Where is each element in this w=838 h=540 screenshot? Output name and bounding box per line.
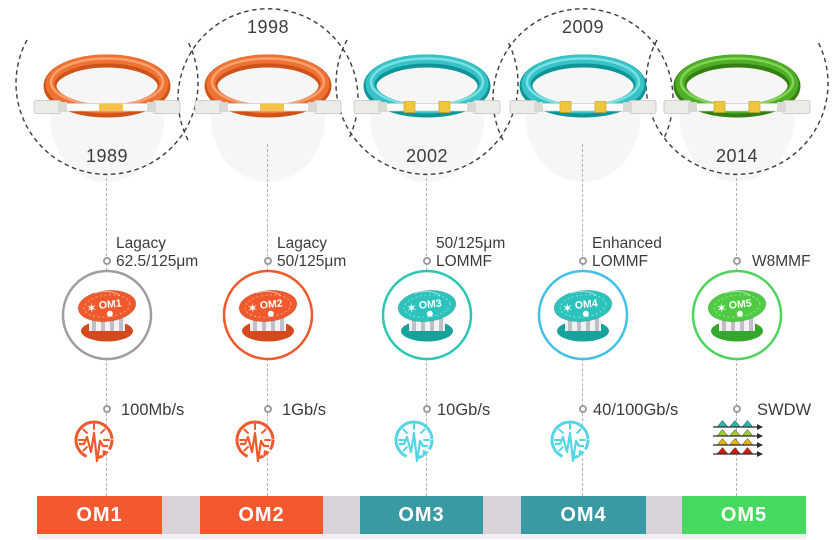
spool-label: OM3 xyxy=(418,297,442,311)
bar-segment-om2: OM2 xyxy=(200,496,323,534)
year-label-om1: 1989 xyxy=(85,146,129,166)
cable-image-om3 xyxy=(353,54,501,118)
swdm-row-2 xyxy=(713,429,763,439)
node-dot xyxy=(103,405,111,413)
node-dot xyxy=(579,405,587,413)
background-blobs xyxy=(50,54,794,182)
year-label-om3: 2002 xyxy=(405,146,449,166)
star-icon: ✶ xyxy=(246,301,258,317)
cable-image-om5 xyxy=(663,54,811,118)
spool-label: OM2 xyxy=(259,297,283,311)
speed-label-om5: SWDW xyxy=(757,401,812,419)
spec-label-om5: W8MMF xyxy=(752,253,811,270)
spec-label-om1-line1: Lagacy xyxy=(116,235,166,252)
speedometer-icon-om4 xyxy=(550,420,590,463)
bar-segment-om4: OM4 xyxy=(521,496,646,534)
swdm-waves-icon xyxy=(713,420,763,457)
timeline-top-band xyxy=(15,8,829,182)
bar-segment-label: OM3 xyxy=(398,503,445,526)
speedometer-icon-om2 xyxy=(235,420,275,463)
node-dot xyxy=(264,257,272,265)
bar-segment-label: OM2 xyxy=(238,503,285,526)
bar-segment-om1: OM1 xyxy=(37,496,162,534)
bar-segment-label: OM1 xyxy=(76,503,123,526)
node-dot xyxy=(733,257,741,265)
node-dot xyxy=(264,405,272,413)
spool-label: OM4 xyxy=(574,297,598,311)
year-label-om4: 2009 xyxy=(561,17,605,37)
star-icon: ✶ xyxy=(561,301,573,317)
swdm-row-4 xyxy=(713,447,763,457)
spec-label-om2-line2: 50/125μm xyxy=(277,253,347,270)
swdm-row-1 xyxy=(713,420,763,430)
speed-label-om2: 1Gb/s xyxy=(282,401,327,419)
bottom-bar-shadow xyxy=(37,534,806,539)
speed-label-om1: 100Mb/s xyxy=(121,401,185,419)
star-icon: ✶ xyxy=(715,301,727,317)
cable-image-om4 xyxy=(509,54,657,118)
spool-icon-om4: ✶ OM4 xyxy=(537,269,629,361)
spool-icon-om3: ✶ OM3 xyxy=(381,269,473,361)
spec-label-om2-line1: Lagacy xyxy=(277,235,327,252)
speedometer-icon-om3 xyxy=(394,420,434,463)
node-dot xyxy=(423,405,431,413)
spec-label-om3-line1: 50/125μm xyxy=(436,235,506,252)
year-label-om2: 1998 xyxy=(246,17,290,37)
bar-segment-label: OM4 xyxy=(560,503,607,526)
spec-label-om1-line2: 62.5/125μm xyxy=(116,253,199,270)
node-dot xyxy=(579,257,587,265)
spool-label: OM1 xyxy=(98,297,122,311)
bar-segment-om5: OM5 xyxy=(682,496,806,534)
cable-image-om1 xyxy=(33,54,181,118)
timeline-serpentine-dashes xyxy=(15,8,829,176)
node-dot xyxy=(733,405,741,413)
node-dot xyxy=(423,257,431,265)
swdm-row-3 xyxy=(713,438,763,448)
star-icon: ✶ xyxy=(85,301,97,317)
star-icon: ✶ xyxy=(405,301,417,317)
year-label-om5: 2014 xyxy=(715,146,759,166)
spool-icon-om1: ✶ OM1 xyxy=(61,269,153,361)
bar-segment-label: OM5 xyxy=(720,503,768,526)
node-dot xyxy=(103,257,111,265)
spec-label-om4-line1: Enhanced xyxy=(592,235,662,252)
spool-icon-om2: ✶ OM2 xyxy=(222,269,314,361)
spec-label-om3-line2: LOMMF xyxy=(436,253,492,270)
speed-label-om3: 10Gb/s xyxy=(437,401,491,419)
bar-segment-om3: OM3 xyxy=(360,496,483,534)
spool-label: OM5 xyxy=(728,297,752,311)
speedometer-icon-om1 xyxy=(74,420,114,463)
cable-image-om2 xyxy=(194,54,342,118)
spool-icon-om5: ✶ OM5 xyxy=(691,269,783,361)
spec-label-om4-line2: LOMMF xyxy=(592,253,648,270)
speed-label-om4: 40/100Gb/s xyxy=(593,401,679,419)
